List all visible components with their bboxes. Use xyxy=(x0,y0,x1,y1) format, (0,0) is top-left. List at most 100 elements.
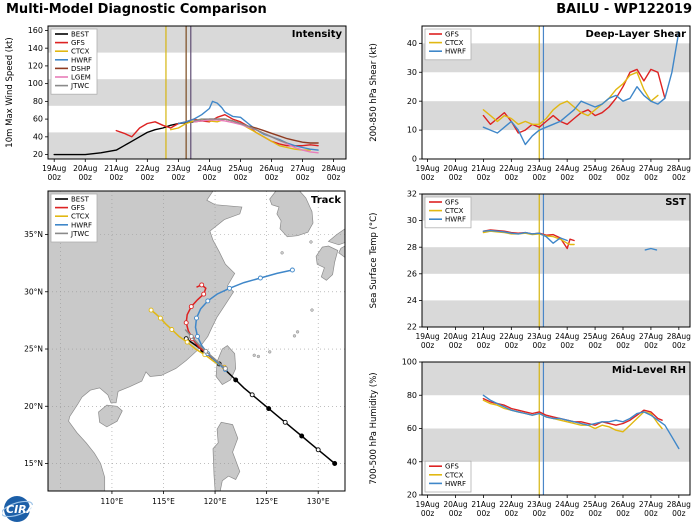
svg-text:00z: 00z xyxy=(672,173,686,182)
svg-text:00z: 00z xyxy=(588,341,602,350)
svg-text:00z: 00z xyxy=(234,173,248,182)
storm-id: BAILU - WP122019 xyxy=(556,2,692,17)
svg-text:SST: SST xyxy=(665,197,686,208)
rh-chart: 2040608010019Aug00z20Aug00z21Aug00z22Aug… xyxy=(369,358,691,518)
svg-text:00z: 00z xyxy=(477,341,491,350)
svg-text:24Aug: 24Aug xyxy=(197,164,221,173)
svg-text:22: 22 xyxy=(407,323,417,332)
svg-text:28: 28 xyxy=(407,243,417,252)
svg-text:00z: 00z xyxy=(560,509,574,518)
svg-text:21Aug: 21Aug xyxy=(471,164,495,173)
svg-text:30: 30 xyxy=(407,216,417,225)
svg-text:10: 10 xyxy=(407,126,417,135)
svg-text:0: 0 xyxy=(412,155,417,164)
svg-text:00z: 00z xyxy=(141,173,155,182)
svg-text:00z: 00z xyxy=(616,173,630,182)
svg-text:Mid-Level RH: Mid-Level RH xyxy=(612,365,686,376)
svg-text:00z: 00z xyxy=(644,173,658,182)
intensity-chart: 2040608010012014016019Aug00z20Aug00z21Au… xyxy=(5,25,347,182)
svg-text:00z: 00z xyxy=(477,173,491,182)
cira-logo-text: CIRA xyxy=(6,503,35,516)
svg-text:HWRF: HWRF xyxy=(71,221,92,229)
svg-text:00z: 00z xyxy=(533,341,547,350)
svg-text:23Aug: 23Aug xyxy=(527,332,551,341)
svg-text:00z: 00z xyxy=(616,341,630,350)
svg-text:23Aug: 23Aug xyxy=(166,164,190,173)
svg-text:20Aug: 20Aug xyxy=(443,500,467,509)
svg-text:00z: 00z xyxy=(449,509,463,518)
svg-text:20Aug: 20Aug xyxy=(443,332,467,341)
svg-text:140: 140 xyxy=(28,44,43,53)
svg-text:80: 80 xyxy=(33,97,43,106)
svg-text:19Aug: 19Aug xyxy=(415,164,439,173)
svg-text:28Aug: 28Aug xyxy=(667,332,691,341)
svg-text:CTCX: CTCX xyxy=(445,471,464,479)
svg-text:00z: 00z xyxy=(327,173,341,182)
svg-text:GFS: GFS xyxy=(71,39,85,47)
svg-text:00z: 00z xyxy=(533,509,547,518)
svg-text:BEST: BEST xyxy=(71,196,90,204)
svg-text:Track: Track xyxy=(311,195,341,206)
svg-text:28Aug: 28Aug xyxy=(321,164,345,173)
svg-text:26Aug: 26Aug xyxy=(611,500,635,509)
svg-text:Sea Surface Temp (°C): Sea Surface Temp (°C) xyxy=(369,213,379,309)
svg-text:GFS: GFS xyxy=(445,31,459,39)
svg-text:GFS: GFS xyxy=(445,463,459,471)
svg-text:125°E: 125°E xyxy=(255,497,278,506)
svg-text:GFS: GFS xyxy=(71,204,85,212)
cira-logo-globe xyxy=(4,496,30,522)
svg-text:00z: 00z xyxy=(265,173,279,182)
svg-text:00z: 00z xyxy=(505,341,519,350)
svg-text:00z: 00z xyxy=(110,173,124,182)
svg-text:DSHP: DSHP xyxy=(71,65,90,73)
svg-text:26: 26 xyxy=(407,269,417,278)
svg-text:00z: 00z xyxy=(421,509,435,518)
svg-text:110°E: 110°E xyxy=(101,497,124,506)
svg-text:27Aug: 27Aug xyxy=(639,500,663,509)
svg-text:00z: 00z xyxy=(449,341,463,350)
svg-text:25Aug: 25Aug xyxy=(583,332,607,341)
svg-text:19Aug: 19Aug xyxy=(415,332,439,341)
svg-text:60: 60 xyxy=(407,424,417,433)
svg-text:28Aug: 28Aug xyxy=(667,164,691,173)
svg-text:26Aug: 26Aug xyxy=(611,332,635,341)
page-title: Multi-Model Diagnostic Comparison xyxy=(6,2,267,17)
svg-text:00z: 00z xyxy=(421,173,435,182)
svg-text:00z: 00z xyxy=(296,173,310,182)
svg-text:30°N: 30°N xyxy=(24,287,43,296)
svg-text:23Aug: 23Aug xyxy=(527,164,551,173)
svg-text:20Aug: 20Aug xyxy=(443,164,467,173)
svg-text:20: 20 xyxy=(407,97,417,106)
svg-text:100: 100 xyxy=(402,358,417,367)
svg-text:22Aug: 22Aug xyxy=(135,164,159,173)
svg-text:25°N: 25°N xyxy=(24,345,43,354)
svg-text:21Aug: 21Aug xyxy=(104,164,128,173)
svg-text:CTCX: CTCX xyxy=(445,39,464,47)
sst-chart: 22242628303219Aug00z20Aug00z21Aug00z22Au… xyxy=(369,190,691,350)
svg-text:27Aug: 27Aug xyxy=(290,164,314,173)
svg-text:30: 30 xyxy=(407,68,417,77)
svg-text:20: 20 xyxy=(33,150,43,159)
svg-text:24Aug: 24Aug xyxy=(555,164,579,173)
svg-text:100: 100 xyxy=(28,79,43,88)
svg-text:00z: 00z xyxy=(560,173,574,182)
svg-text:26Aug: 26Aug xyxy=(611,164,635,173)
svg-text:40: 40 xyxy=(407,39,417,48)
svg-text:23Aug: 23Aug xyxy=(527,500,551,509)
svg-text:15°N: 15°N xyxy=(24,459,43,468)
svg-text:27Aug: 27Aug xyxy=(639,164,663,173)
svg-text:00z: 00z xyxy=(588,173,602,182)
svg-text:115°E: 115°E xyxy=(152,497,175,506)
svg-text:120°E: 120°E xyxy=(204,497,227,506)
svg-text:00z: 00z xyxy=(421,341,435,350)
svg-text:HWRF: HWRF xyxy=(445,216,466,224)
track-map: 110°E 115°E 120°E 125°E 130°E 15°N 20°N 25°N 30°… xyxy=(24,190,346,506)
svg-text:32: 32 xyxy=(407,190,417,199)
svg-text:JTWC: JTWC xyxy=(70,230,89,238)
svg-text:22Aug: 22Aug xyxy=(499,332,523,341)
svg-text:27Aug: 27Aug xyxy=(639,332,663,341)
svg-text:25Aug: 25Aug xyxy=(583,164,607,173)
svg-text:25Aug: 25Aug xyxy=(228,164,252,173)
svg-text:700-500 hPa Humidity (%): 700-500 hPa Humidity (%) xyxy=(369,372,379,484)
